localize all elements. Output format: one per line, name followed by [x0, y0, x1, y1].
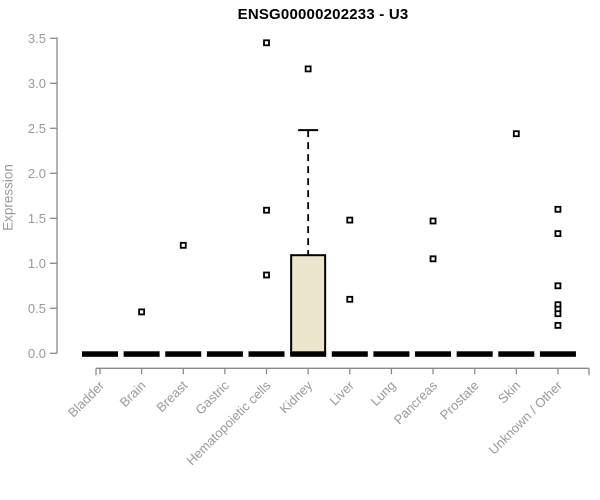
- median-bar: [165, 351, 202, 357]
- data-point: [512, 130, 520, 138]
- data-point: [554, 282, 562, 290]
- x-tick-label: Skin: [495, 378, 523, 406]
- median-bar: [539, 351, 576, 357]
- chart-title: ENSG00000202233 - U3: [237, 6, 409, 23]
- median-bar: [456, 351, 493, 357]
- y-tick-label: 3.0: [28, 76, 46, 91]
- data-point: [346, 295, 354, 303]
- data-point: [263, 271, 270, 279]
- data-point: [554, 230, 562, 238]
- median-bar: [290, 351, 327, 357]
- median-bar: [373, 351, 410, 357]
- median-bar: [415, 351, 452, 357]
- x-tick-label: Gastric: [192, 377, 232, 417]
- median-bar: [206, 351, 243, 357]
- median-bar: [248, 351, 285, 357]
- median-bar: [123, 351, 160, 357]
- data-point: [346, 216, 354, 224]
- median-bar: [331, 351, 368, 357]
- data-point: [179, 241, 187, 249]
- data-point: [263, 206, 270, 214]
- x-tick-label: Brain: [117, 378, 149, 410]
- x-tick-label: Pancreas: [391, 377, 441, 427]
- data-point: [263, 39, 270, 47]
- x-tick-label: Liver: [326, 377, 357, 408]
- data-point: [554, 310, 562, 318]
- x-tick-label: Prostate: [437, 378, 482, 423]
- data-point: [304, 65, 312, 73]
- x-tick-label: Bladder: [65, 377, 108, 420]
- data-point: [429, 217, 437, 225]
- data-point: [138, 308, 146, 316]
- y-axis-label: Expression: [0, 164, 16, 231]
- y-tick-label: 1.0: [28, 256, 46, 271]
- y-tick-label: 2.5: [28, 121, 46, 136]
- y-tick-label: 2.0: [28, 166, 46, 181]
- median-bar: [82, 351, 118, 357]
- x-tick-label: Kidney: [277, 377, 316, 416]
- x-tick-label: Unknown / Other: [485, 377, 565, 457]
- data-point: [429, 255, 437, 263]
- data-point: [554, 321, 562, 329]
- median-bar: [498, 351, 535, 357]
- x-tick-label: Lung: [367, 378, 398, 409]
- y-tick-label: 0.5: [28, 301, 46, 316]
- y-tick-label: 0.0: [28, 346, 46, 361]
- box: [290, 254, 327, 355]
- y-tick-label: 3.5: [28, 31, 46, 46]
- data-point: [554, 205, 562, 213]
- x-tick-label: Breast: [153, 378, 190, 415]
- y-tick-label: 1.5: [28, 211, 46, 226]
